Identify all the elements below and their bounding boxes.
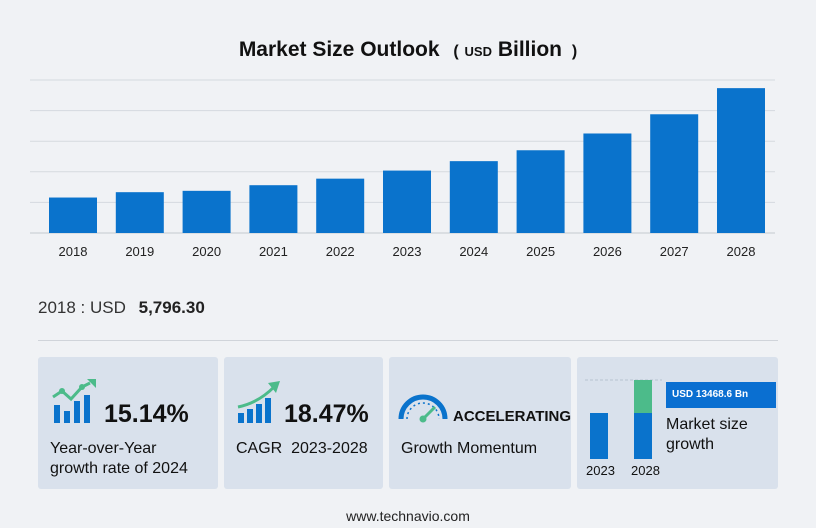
x-tick-label-2018: 2018 <box>59 244 88 259</box>
mini-growth-chart <box>585 379 662 459</box>
bar-2026 <box>583 133 632 233</box>
growth-line1: Market size <box>666 416 748 433</box>
bar-2024 <box>449 161 498 233</box>
title-unit-open: ( <box>453 43 459 60</box>
bar-chart: 2018 2019 2020 2021 2022 2023 2024 2025 2026 2027… <box>30 79 775 259</box>
title-unit-code: USD <box>464 44 492 59</box>
yoy-value: 15.14% <box>104 400 189 428</box>
bar-2021 <box>249 185 298 233</box>
x-tick-label-2023: 2023 <box>393 244 422 259</box>
bar-2020 <box>182 190 231 233</box>
speedometer-icon <box>398 394 448 423</box>
baseline-value: 2018 : USD 5,796.30 <box>38 298 205 318</box>
title-main: Market Size Outlook <box>238 38 440 61</box>
x-tick-label-2019: 2019 <box>125 244 154 259</box>
rising-bars-arrow-icon <box>237 381 280 423</box>
mini-bar-2028-base <box>634 413 652 459</box>
mini-bar-2028-growth <box>634 380 652 413</box>
yoy-line1: Year-over-Year <box>50 440 157 457</box>
bar-2019 <box>115 192 164 233</box>
growth-line2: growth <box>666 436 715 453</box>
momentum-value: ACCELERATING <box>453 408 572 425</box>
x-tick-label-2028: 2028 <box>727 244 756 259</box>
cagr-card: 18.47% CAGR 2023-2028 <box>224 357 383 489</box>
bar-2027 <box>650 114 699 233</box>
bar-2018 <box>49 197 97 233</box>
cagr-value: 18.47% <box>284 400 369 428</box>
mini-year-end: 2028 <box>631 463 660 478</box>
title-unit-word: Billion <box>497 38 563 61</box>
bar-2022 <box>316 178 365 233</box>
x-tick-label-2025: 2025 <box>526 244 555 259</box>
yoy-card: 15.14% Year-over-Year growth rate of 202… <box>38 357 218 489</box>
footer-url: www.technavio.com <box>346 508 470 524</box>
x-tick-label-2027: 2027 <box>660 244 689 259</box>
growth-card: Market size growth <box>577 357 778 489</box>
x-tick-label-2020: 2020 <box>192 244 221 259</box>
mini-year-start: 2023 <box>586 463 615 478</box>
baseline-amount: 5,796.30 <box>138 298 205 317</box>
growth-badge: USD 13468.6 Bn <box>666 382 776 408</box>
bar-2025 <box>516 150 565 233</box>
section-divider <box>38 340 778 341</box>
x-tick-label-2021: 2021 <box>259 244 288 259</box>
momentum-card: ACCELERATING Growth Momentum <box>389 357 571 489</box>
chart-title: Market Size Outlook ( USD Billion ) <box>0 38 816 62</box>
bar-chart-trend-icon <box>52 379 96 423</box>
x-tick-label-2022: 2022 <box>326 244 355 259</box>
baseline-label: 2018 : USD <box>38 298 126 317</box>
cagr-line1: CAGR 2023-2028 <box>236 440 368 457</box>
x-tick-label-2026: 2026 <box>593 244 622 259</box>
x-tick-label-2024: 2024 <box>459 244 488 259</box>
mini-bar-2023 <box>590 413 608 459</box>
momentum-line1: Growth Momentum <box>401 440 538 457</box>
bar-2023 <box>383 170 431 233</box>
bar-2028 <box>717 88 765 233</box>
title-unit-close: ) <box>571 43 578 60</box>
yoy-line2: growth rate of 2024 <box>50 460 188 477</box>
